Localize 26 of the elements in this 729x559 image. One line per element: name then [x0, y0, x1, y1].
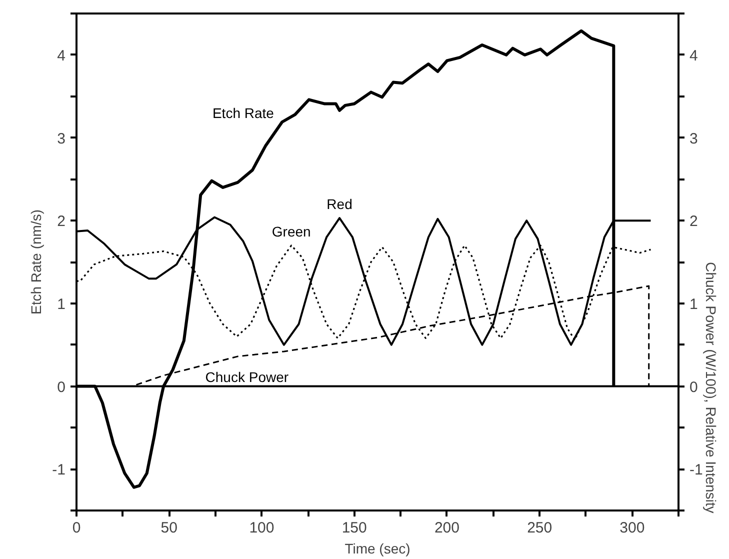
x-tick-label: 100 — [249, 520, 274, 536]
y-tick-label: 2 — [57, 213, 66, 230]
x-axis-title: Time (sec) — [344, 540, 410, 556]
y2-tick-label: -1 — [690, 462, 703, 479]
y2-tick-label: 4 — [690, 47, 698, 64]
y2-tick-label: 3 — [690, 130, 698, 148]
y-tick-label: 1 — [57, 296, 66, 313]
x-tick-label: 300 — [620, 520, 645, 536]
x-tick-label: 0 — [72, 520, 81, 536]
series-label: Red — [326, 196, 352, 212]
x-tick-label: 150 — [342, 520, 367, 536]
x-tick-label: 50 — [160, 520, 178, 536]
y2-axis-title: Chuck Power (W/100), Relative Intensity — [702, 262, 719, 514]
y-tick-label: 3 — [57, 130, 66, 148]
series-label: Chuck Power — [205, 369, 289, 386]
series-label: Etch Rate — [212, 104, 274, 121]
y-tick-label: 0 — [57, 378, 66, 396]
y-tick-label: 4 — [57, 47, 66, 64]
x-tick-label: 250 — [527, 520, 552, 536]
series-label: Green — [272, 223, 311, 240]
y-axis-title: Etch Rate (nm/s) — [28, 209, 44, 315]
y2-tick-label: 0 — [690, 378, 698, 396]
x-tick-label: 200 — [434, 520, 460, 536]
y-tick-label: -1 — [52, 462, 66, 479]
y2-tick-label: 2 — [690, 213, 698, 230]
y2-tick-label: 1 — [690, 296, 698, 313]
